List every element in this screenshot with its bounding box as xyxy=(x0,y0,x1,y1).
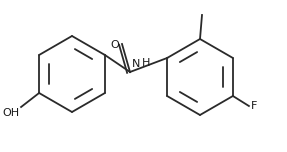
Text: F: F xyxy=(251,101,257,111)
Text: O: O xyxy=(110,40,119,50)
Text: OH: OH xyxy=(2,108,19,118)
Text: H: H xyxy=(142,58,151,68)
Text: N: N xyxy=(132,59,141,69)
